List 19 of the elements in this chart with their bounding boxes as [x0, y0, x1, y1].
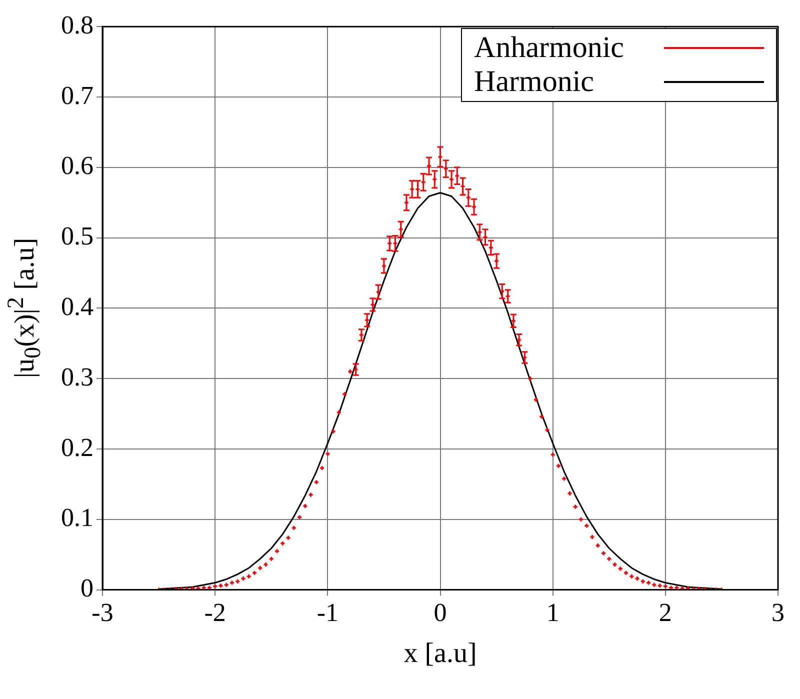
x-tick-label: -1: [316, 598, 339, 628]
x-tick-label: -3: [92, 598, 114, 628]
y-tick-label: 0: [80, 574, 94, 603]
y-tick-label: 0.5: [61, 222, 94, 251]
legend-label: Anharmonic: [474, 30, 624, 65]
x-axis-title: x [a.u]: [402, 638, 478, 670]
y-tick-label: 0.8: [61, 10, 94, 40]
y-tick-label: 0.3: [61, 362, 94, 392]
x-tick-label: 3: [772, 598, 784, 628]
x-tick-label: 0: [434, 598, 447, 628]
y-tick-label: 0.4: [61, 292, 94, 322]
x-tick-label: 1: [546, 598, 560, 628]
legend-label: Harmonic: [474, 64, 595, 99]
y-tick-label: 0.1: [61, 503, 94, 532]
y-tick-label: 0.7: [61, 80, 94, 110]
y-tick-label: 0.2: [61, 432, 94, 462]
y-tick-label: 0.6: [61, 151, 94, 180]
x-tick-label: 2: [658, 598, 672, 628]
x-tick-label: -2: [204, 598, 226, 628]
